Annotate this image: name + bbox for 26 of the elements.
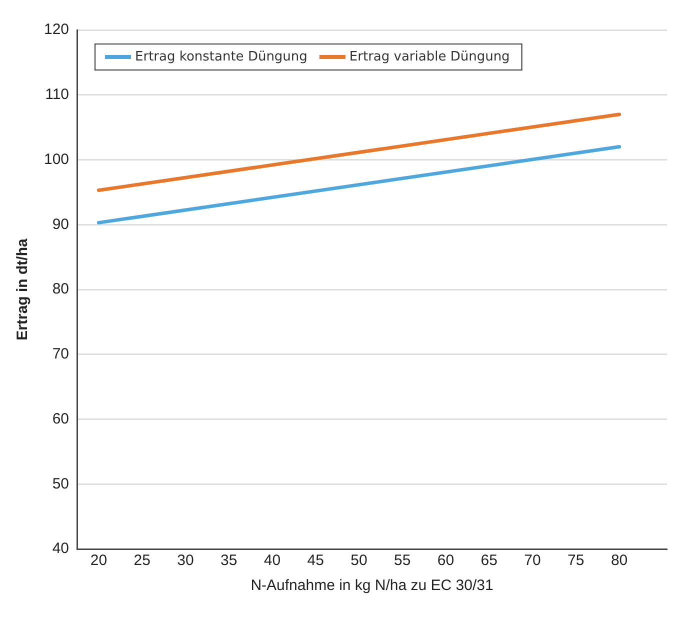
- y-tick-label: 40: [52, 540, 70, 558]
- x-tick-label: 45: [307, 552, 324, 570]
- y-tick-label: 90: [52, 216, 70, 233]
- y-tick-label: 60: [52, 410, 70, 428]
- y-tick-label: 120: [44, 21, 70, 38]
- y-tick-label: 70: [52, 346, 70, 363]
- y-tick-label: 50: [52, 475, 70, 492]
- x-tick-label: 55: [394, 552, 411, 570]
- x-axis-title: N-Aufnahme in kg N/ha zu EC 30/31: [250, 577, 494, 594]
- x-tick-label: 40: [264, 552, 281, 570]
- x-tick-label: 80: [610, 552, 628, 570]
- y-axis-title: Ertrag in dt/ha: [14, 238, 32, 340]
- x-tick-label: 75: [568, 552, 584, 570]
- y-tick-label: 100: [44, 150, 70, 168]
- x-tick-label: 65: [480, 552, 498, 570]
- x-tick-label: 30: [177, 552, 194, 570]
- legend-label: Ertrag variable Düngung: [349, 49, 510, 64]
- x-tick-label: 35: [220, 552, 238, 570]
- legend-label: Ertrag konstante Düngung: [135, 49, 308, 64]
- y-tick-label: 80: [52, 280, 70, 298]
- x-tick-label: 20: [90, 552, 108, 570]
- x-tick-label: 70: [524, 552, 541, 570]
- x-tick-label: 50: [350, 552, 368, 570]
- x-tick-label: 25: [134, 552, 150, 570]
- x-tick-label: 60: [437, 552, 454, 570]
- y-tick-label: 110: [45, 86, 70, 104]
